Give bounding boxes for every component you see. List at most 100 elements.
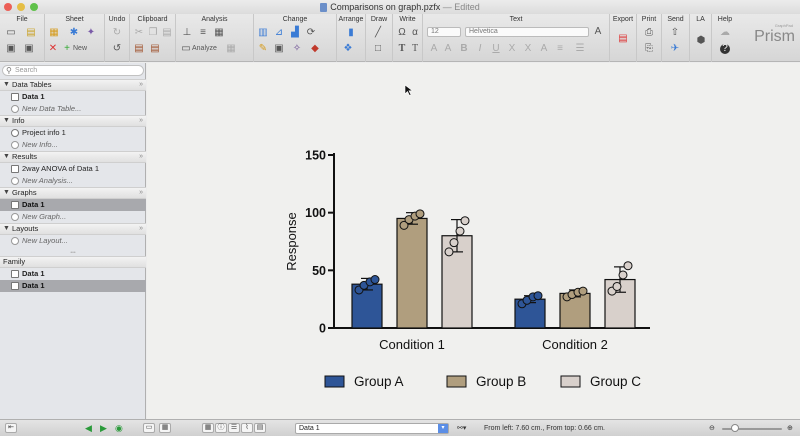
- section-layouts[interactable]: ▼ Layouts »: [0, 223, 146, 235]
- rectangle-tool-icon[interactable]: □: [374, 43, 382, 54]
- paste-menu-icon[interactable]: ▤: [150, 43, 160, 54]
- sheet-select[interactable]: Data 1 ▾: [295, 423, 449, 434]
- redo-icon[interactable]: ↻: [112, 27, 122, 38]
- graph-canvas[interactable]: 0 50 100 150 Response Condition 1 Condition 2 G…: [147, 63, 800, 419]
- sidebar-item-data-table[interactable]: Data 1: [0, 91, 146, 103]
- sidebar-item-anova-result[interactable]: 2way ANOVA of Data 1: [0, 163, 146, 175]
- superscript-icon[interactable]: X: [524, 43, 532, 54]
- save-icon[interactable]: ▣: [6, 43, 16, 54]
- subscript-icon[interactable]: X: [508, 43, 516, 54]
- sheet-wizard-icon[interactable]: ✦: [86, 27, 96, 38]
- zoom-in-icon[interactable]: ⊕: [787, 425, 793, 432]
- graph-type-icon[interactable]: ▥: [258, 27, 268, 38]
- close-window-button[interactable]: [4, 3, 12, 11]
- bold-icon[interactable]: B: [460, 43, 468, 54]
- zoom-slider-thumb[interactable]: [731, 424, 739, 432]
- align-icon[interactable]: ❖: [343, 43, 353, 54]
- chevron-right-icon[interactable]: »: [139, 189, 143, 196]
- search-input[interactable]: ⚲ Search: [2, 65, 144, 76]
- strikethrough-icon[interactable]: A: [540, 43, 548, 54]
- new-table-icon[interactable]: ▦: [49, 27, 59, 38]
- section-graphs[interactable]: ▼ Graphs »: [0, 187, 146, 199]
- disclosure-triangle-icon[interactable]: ▼: [3, 117, 10, 124]
- collapse-sidebar-icon[interactable]: ⇤: [5, 423, 17, 433]
- go-to-sheet-icon[interactable]: ◉: [115, 423, 123, 433]
- chevron-right-icon[interactable]: »: [139, 81, 143, 88]
- table-analysis-icon[interactable]: ▦: [214, 27, 224, 38]
- sheet-properties-icon[interactable]: ✱: [69, 27, 79, 38]
- chevron-right-icon[interactable]: »: [139, 225, 143, 232]
- analyze-button[interactable]: Analyze: [192, 45, 217, 52]
- layout-view-icon[interactable]: ▤: [254, 423, 266, 433]
- font-size-select[interactable]: 12: [427, 27, 461, 37]
- analysis-params-icon[interactable]: ▦: [226, 43, 236, 54]
- axes-icon[interactable]: ⊿: [274, 27, 284, 38]
- text-tool-icon[interactable]: T: [398, 43, 406, 54]
- greek-icon[interactable]: α: [412, 27, 418, 38]
- refresh-icon[interactable]: ⟳: [306, 27, 316, 38]
- pointer-tool-icon[interactable]: ⚯▾: [457, 425, 467, 432]
- copy-icon[interactable]: ❐: [148, 27, 158, 38]
- sidebar-item-graph-selected[interactable]: Data 1: [0, 199, 146, 211]
- line-tool-icon[interactable]: ╱: [374, 27, 382, 38]
- zoom-window-button[interactable]: [30, 3, 38, 11]
- zoom-slider[interactable]: [722, 428, 782, 430]
- magic-icon[interactable]: ✧: [292, 43, 302, 54]
- disclosure-triangle-icon[interactable]: ▼: [3, 225, 10, 232]
- disclosure-triangle-icon[interactable]: ▼: [3, 81, 10, 88]
- share-icon[interactable]: ⇧: [670, 27, 680, 38]
- list-icon[interactable]: ☰: [575, 43, 585, 54]
- underline-icon[interactable]: U: [492, 43, 500, 54]
- format-graph-icon[interactable]: ▟: [291, 27, 299, 38]
- font-name-select[interactable]: Helvetica: [465, 27, 589, 37]
- disclosure-triangle-icon[interactable]: ▼: [3, 153, 10, 160]
- paste-icon[interactable]: ▤: [134, 43, 144, 54]
- table-view-icon[interactable]: ▦: [202, 423, 214, 433]
- export-icon[interactable]: ▤: [618, 33, 628, 44]
- color-scheme-icon[interactable]: ▣: [274, 43, 284, 54]
- sidebar-item-new-analysis[interactable]: New Analysis...: [0, 175, 146, 187]
- sidebar-item-new-info[interactable]: New Info...: [0, 139, 146, 151]
- arrange-icon[interactable]: ▮: [348, 27, 354, 38]
- help-icon[interactable]: ?: [720, 44, 730, 54]
- family-item-graph[interactable]: Data 1: [0, 280, 146, 292]
- single-view-icon[interactable]: ▭: [143, 423, 155, 433]
- text-color-icon[interactable]: A: [594, 26, 602, 37]
- cut-icon[interactable]: ✂: [134, 27, 144, 38]
- open-file-icon[interactable]: ▤: [26, 27, 36, 38]
- family-item-data-table[interactable]: Data 1: [0, 268, 146, 280]
- cloud-icon[interactable]: ☁: [720, 27, 730, 38]
- sidebar-item-new-layout[interactable]: New Layout...: [0, 235, 146, 247]
- print-icon[interactable]: ⎙: [645, 27, 653, 38]
- wizard-icon[interactable]: ✎: [258, 43, 268, 54]
- minimize-window-button[interactable]: [17, 3, 25, 11]
- new-sheet-icon[interactable]: +: [64, 43, 70, 54]
- paste-special-icon[interactable]: ▤: [162, 27, 172, 38]
- send-icon[interactable]: ✈: [670, 43, 680, 54]
- symbol-icon[interactable]: Ω: [398, 27, 406, 38]
- la-cube-icon[interactable]: ⬢: [696, 35, 706, 46]
- next-sheet-icon[interactable]: ▶: [100, 423, 107, 433]
- zoom-out-icon[interactable]: ⊖: [709, 425, 715, 432]
- chevron-right-icon[interactable]: »: [139, 117, 143, 124]
- sidebar-item-new-graph[interactable]: New Graph...: [0, 211, 146, 223]
- save-menu-icon[interactable]: ▣: [24, 43, 34, 54]
- print-preview-icon[interactable]: ⎘: [645, 43, 653, 54]
- analyze-icon[interactable]: ▭: [181, 43, 191, 54]
- statistics-icon[interactable]: ≡: [200, 27, 206, 38]
- delete-sheet-icon[interactable]: ✕: [48, 43, 58, 54]
- results-view-icon[interactable]: ☰: [228, 423, 240, 433]
- section-results[interactable]: ▼ Results »: [0, 151, 146, 163]
- gallery-view-icon[interactable]: ▦: [159, 423, 171, 433]
- new-sheet-label[interactable]: New: [73, 45, 88, 52]
- sidebar-item-project-info[interactable]: Project info 1: [0, 127, 146, 139]
- disclosure-triangle-icon[interactable]: ▼: [3, 189, 10, 196]
- info-view-icon[interactable]: ⓘ: [215, 423, 227, 433]
- font-smaller-icon[interactable]: A: [444, 43, 452, 54]
- new-file-icon[interactable]: ▭: [6, 27, 16, 38]
- text-box-icon[interactable]: T: [411, 43, 419, 54]
- italic-icon[interactable]: I: [478, 43, 482, 54]
- sidebar-item-new-data-table[interactable]: New Data Table...: [0, 103, 146, 115]
- previous-sheet-icon[interactable]: ◀: [85, 423, 92, 433]
- undo-icon[interactable]: ↺: [112, 43, 122, 54]
